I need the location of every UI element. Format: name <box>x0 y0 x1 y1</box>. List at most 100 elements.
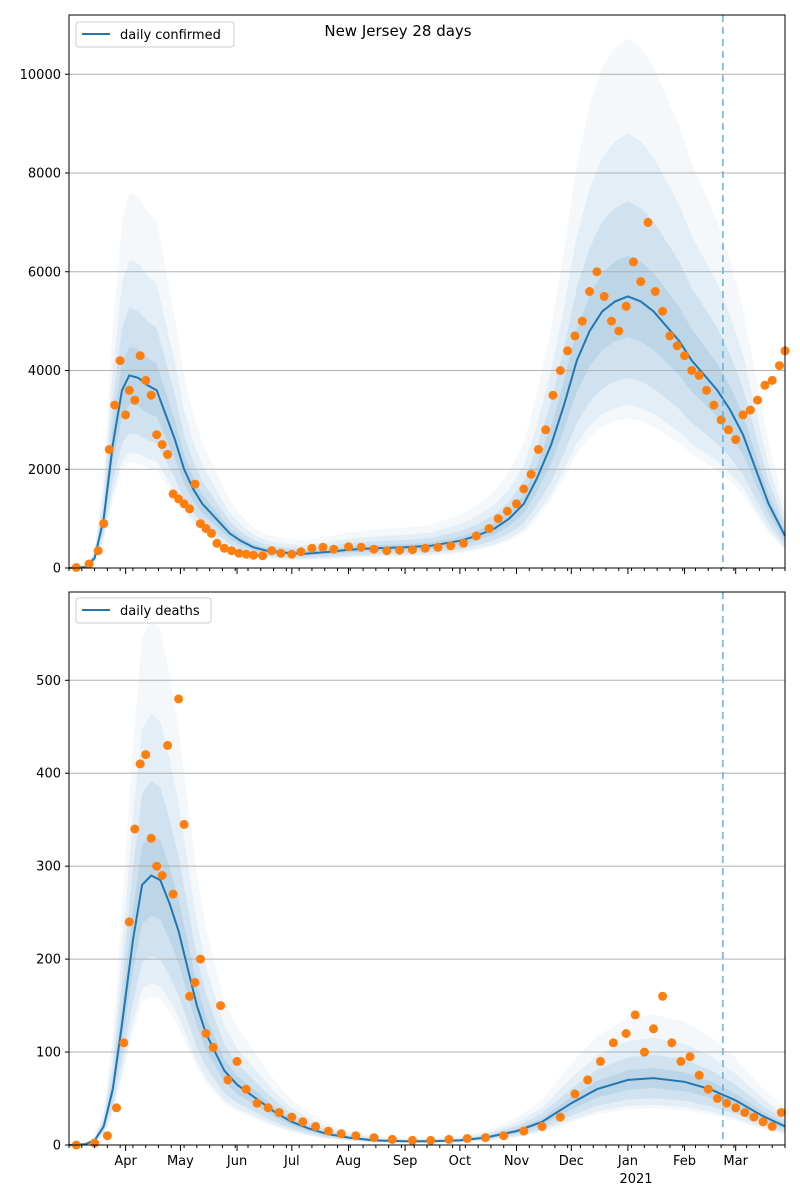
deaths-data-point <box>311 1121 321 1131</box>
deaths-data-point <box>196 954 205 964</box>
confirmed-data-point <box>614 326 624 336</box>
deaths-data-point <box>287 1112 297 1122</box>
confirmed-data-point <box>287 549 297 559</box>
deaths-band-0 <box>69 619 785 1145</box>
confirmed-data-point <box>658 306 668 316</box>
confirmed-data-point <box>702 385 711 395</box>
deaths-data-point <box>694 1070 704 1080</box>
deaths-data-point <box>185 991 195 1001</box>
deaths-data-point <box>146 833 156 843</box>
deaths-data-point <box>119 1038 129 1048</box>
deaths-data-point <box>323 1126 333 1136</box>
confirmed-data-point <box>249 550 258 560</box>
deaths-y-tick-label: 500 <box>36 674 61 689</box>
deaths-data-point <box>703 1084 713 1094</box>
confirmed-data-point <box>592 267 602 277</box>
confirmed-data-point <box>382 546 392 556</box>
confirmed-data-point <box>190 479 200 489</box>
deaths-legend-label: daily deaths <box>120 604 200 619</box>
x-axis-year-label: 2021 <box>619 1172 652 1187</box>
confirmed-data-point <box>241 549 251 559</box>
confirmed-band-0 <box>69 38 785 568</box>
confirmed-data-point <box>115 356 125 366</box>
deaths-data-point <box>274 1108 284 1117</box>
confirmed-data-point <box>680 351 689 361</box>
deaths-band-2 <box>69 781 785 1145</box>
confirmed-data-point <box>502 506 512 516</box>
deaths-data-point <box>208 1042 218 1052</box>
deaths-data-point <box>298 1117 308 1127</box>
deaths-data-point <box>135 759 145 769</box>
confirmed-y-tick-label: 2000 <box>28 463 61 478</box>
confirmed-data-point <box>484 524 494 533</box>
deaths-data-point <box>157 871 167 880</box>
confirmed-data-point <box>84 559 94 569</box>
deaths-data-point <box>216 1001 226 1011</box>
deaths-data-point <box>519 1126 529 1136</box>
confirmed-data-point <box>745 405 755 415</box>
deaths-data-point <box>336 1129 346 1139</box>
confirmed-data-point <box>650 287 660 296</box>
confirmed-data-point <box>163 449 173 459</box>
confirmed-data-point <box>99 519 109 529</box>
confirmed-data-point <box>121 410 131 420</box>
deaths-band-1 <box>69 713 785 1145</box>
deaths-x-tick-label: Feb <box>673 1154 696 1169</box>
deaths-data-point <box>241 1084 251 1094</box>
deaths-data-point <box>426 1135 436 1145</box>
deaths-data-point <box>201 1029 211 1038</box>
confirmed-data-point <box>577 316 587 326</box>
deaths-x-tick-label: Aug <box>336 1154 361 1169</box>
confirmed-data-point <box>738 410 748 420</box>
deaths-y-tick-label: 200 <box>36 953 61 968</box>
confirmed-data-point <box>585 287 595 296</box>
confirmed-y-tick-label: 10000 <box>20 68 61 83</box>
deaths-data-point <box>102 1131 112 1141</box>
confirmed-y-tick-label: 6000 <box>28 265 61 280</box>
deaths-data-point <box>130 824 140 834</box>
deaths-data-point <box>223 1075 233 1085</box>
deaths-x-tick-label: Sep <box>393 1154 418 1169</box>
deaths-data-point <box>462 1134 472 1143</box>
confirmed-band-1 <box>69 133 785 568</box>
confirmed-data-point <box>296 547 306 557</box>
deaths-data-point <box>758 1117 768 1127</box>
confirmed-data-point <box>185 504 195 514</box>
confirmed-data-point <box>152 430 162 440</box>
confirmed-data-point <box>157 440 167 450</box>
deaths-data-point <box>570 1089 580 1099</box>
deaths-data-point <box>152 861 162 871</box>
confirmed-data-point <box>356 542 366 552</box>
confirmed-data-point <box>533 445 543 454</box>
chart-title: New Jersey 28 days <box>324 22 471 40</box>
confirmed-x-axis <box>68 568 786 574</box>
confirmed-data-point <box>607 316 616 326</box>
deaths-data-point <box>639 1047 649 1057</box>
confirmed-data-point <box>709 400 719 410</box>
confirmed-data-point <box>570 331 580 341</box>
confirmed-data-point <box>716 415 726 425</box>
deaths-x-tick-label: Jun <box>226 1154 247 1169</box>
confirmed-data-point <box>723 425 733 435</box>
confirmed-data-point <box>446 541 456 551</box>
confirmed-data-point <box>135 351 145 361</box>
confirmed-data-point <box>621 301 631 311</box>
confirmed-legend-label: daily confirmed <box>120 28 221 43</box>
confirmed-data-point <box>141 375 151 385</box>
confirmed-data-point <box>110 400 120 410</box>
confirmed-data-point <box>760 380 770 390</box>
deaths-x-tick-label: Mar <box>723 1154 748 1169</box>
deaths-data-point <box>444 1134 454 1144</box>
confirmed-data-point <box>599 291 609 301</box>
deaths-y-tick-label: 300 <box>36 860 61 875</box>
confirmed-data-point <box>687 366 697 375</box>
deaths-data-point <box>252 1098 262 1108</box>
deaths-data-point <box>685 1052 695 1062</box>
deaths-panel: 0 100 200 300 400 500 Apr May Jun Jul Aug Sep Oct No… <box>36 591 786 1187</box>
deaths-data-point <box>124 917 134 927</box>
deaths-data-point <box>555 1112 565 1122</box>
confirmed-data-point <box>146 390 156 400</box>
deaths-y-tick-label: 100 <box>36 1046 61 1061</box>
confirmed-data-point <box>234 548 244 558</box>
deaths-data-point <box>480 1133 490 1143</box>
